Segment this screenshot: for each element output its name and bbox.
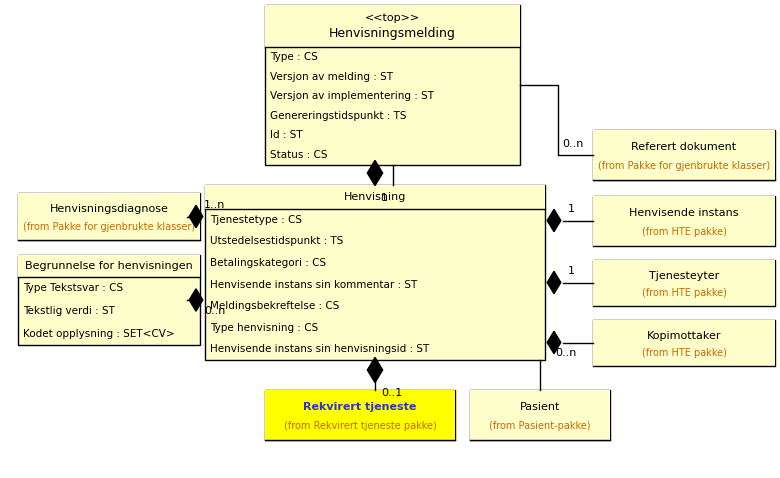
Polygon shape bbox=[548, 331, 561, 354]
Bar bbox=[593, 320, 775, 366]
Bar bbox=[470, 390, 610, 440]
Text: Pasient: Pasient bbox=[519, 402, 560, 413]
Text: (from Pakke for gjenbrukte klasser): (from Pakke for gjenbrukte klasser) bbox=[598, 161, 770, 171]
Text: Henvisende instans sin henvisningsid : ST: Henvisende instans sin henvisningsid : S… bbox=[210, 344, 429, 354]
Text: Henvisningsmelding: Henvisningsmelding bbox=[329, 27, 456, 40]
Text: Genereringstidspunkt : TS: Genereringstidspunkt : TS bbox=[270, 111, 406, 121]
Text: (from Rekvirert tjeneste pakke): (from Rekvirert tjeneste pakke) bbox=[284, 421, 436, 431]
Text: Versjon av implementering : ST: Versjon av implementering : ST bbox=[270, 91, 434, 101]
Bar bbox=[593, 196, 775, 246]
Text: Henvisende instans: Henvisende instans bbox=[629, 208, 739, 218]
Bar bbox=[265, 5, 520, 47]
Text: Status : CS: Status : CS bbox=[270, 150, 328, 160]
Polygon shape bbox=[190, 205, 203, 228]
Text: Meldingsbekreftelse : CS: Meldingsbekreftelse : CS bbox=[210, 301, 339, 311]
Text: Kopimottaker: Kopimottaker bbox=[647, 331, 722, 341]
Polygon shape bbox=[367, 161, 383, 185]
Text: (from HTE pakke): (from HTE pakke) bbox=[642, 227, 726, 237]
Text: 1..n: 1..n bbox=[204, 200, 225, 210]
Bar bbox=[18, 193, 200, 240]
Text: 0..n: 0..n bbox=[555, 348, 576, 358]
Text: (from Pasient-pakke): (from Pasient-pakke) bbox=[489, 421, 590, 431]
Text: Begrunnelse for henvisningen: Begrunnelse for henvisningen bbox=[25, 261, 193, 271]
Polygon shape bbox=[548, 272, 561, 293]
Text: 1: 1 bbox=[381, 193, 388, 203]
Text: Henvisende instans sin kommentar : ST: Henvisende instans sin kommentar : ST bbox=[210, 280, 417, 290]
Bar bbox=[593, 196, 775, 245]
Text: 1: 1 bbox=[568, 205, 575, 215]
Bar bbox=[593, 320, 775, 365]
Bar bbox=[205, 185, 545, 360]
Text: Kodet opplysning : SET<CV>: Kodet opplysning : SET<CV> bbox=[23, 329, 175, 339]
Text: Versjon av melding : ST: Versjon av melding : ST bbox=[270, 72, 393, 82]
Text: <<top>>: <<top>> bbox=[365, 12, 420, 22]
Text: 1: 1 bbox=[568, 267, 575, 276]
Text: Type : CS: Type : CS bbox=[270, 52, 318, 62]
Bar bbox=[265, 390, 455, 440]
Text: Type henvisning : CS: Type henvisning : CS bbox=[210, 323, 318, 333]
Bar bbox=[18, 255, 200, 277]
Text: 0..n: 0..n bbox=[562, 139, 583, 149]
Polygon shape bbox=[548, 209, 561, 232]
Polygon shape bbox=[367, 358, 383, 382]
Bar bbox=[265, 5, 520, 165]
Text: Henvisningsdiagnose: Henvisningsdiagnose bbox=[50, 205, 168, 215]
Bar bbox=[593, 130, 775, 180]
Bar bbox=[18, 255, 200, 345]
Text: Id : ST: Id : ST bbox=[270, 130, 303, 141]
Bar bbox=[593, 260, 775, 306]
Text: Tekstlig verdi : ST: Tekstlig verdi : ST bbox=[23, 306, 115, 316]
Text: Betalingskategori : CS: Betalingskategori : CS bbox=[210, 258, 326, 268]
Text: (from HTE pakke): (from HTE pakke) bbox=[642, 348, 726, 358]
Text: Utstedelsestidspunkt : TS: Utstedelsestidspunkt : TS bbox=[210, 236, 343, 246]
Text: Type Tekstsvar : CS: Type Tekstsvar : CS bbox=[23, 283, 123, 293]
Text: 0..n: 0..n bbox=[204, 306, 225, 316]
Text: Henvisning: Henvisning bbox=[344, 192, 406, 202]
Text: Rekvirert tjeneste: Rekvirert tjeneste bbox=[303, 402, 417, 413]
Polygon shape bbox=[190, 289, 203, 311]
Text: (from HTE pakke): (from HTE pakke) bbox=[642, 288, 726, 298]
Bar bbox=[593, 260, 775, 305]
Text: Tjenestetype : CS: Tjenestetype : CS bbox=[210, 215, 302, 225]
Bar bbox=[265, 390, 455, 440]
Bar bbox=[470, 390, 610, 440]
Text: Tjenesteyter: Tjenesteyter bbox=[649, 271, 719, 281]
Bar bbox=[205, 185, 545, 209]
Text: 0..1: 0..1 bbox=[381, 388, 402, 398]
Bar bbox=[18, 193, 200, 240]
Text: Referert dokument: Referert dokument bbox=[632, 142, 736, 152]
Bar bbox=[593, 130, 775, 180]
Text: (from Pakke for gjenbrukte klasser): (from Pakke for gjenbrukte klasser) bbox=[23, 222, 195, 232]
